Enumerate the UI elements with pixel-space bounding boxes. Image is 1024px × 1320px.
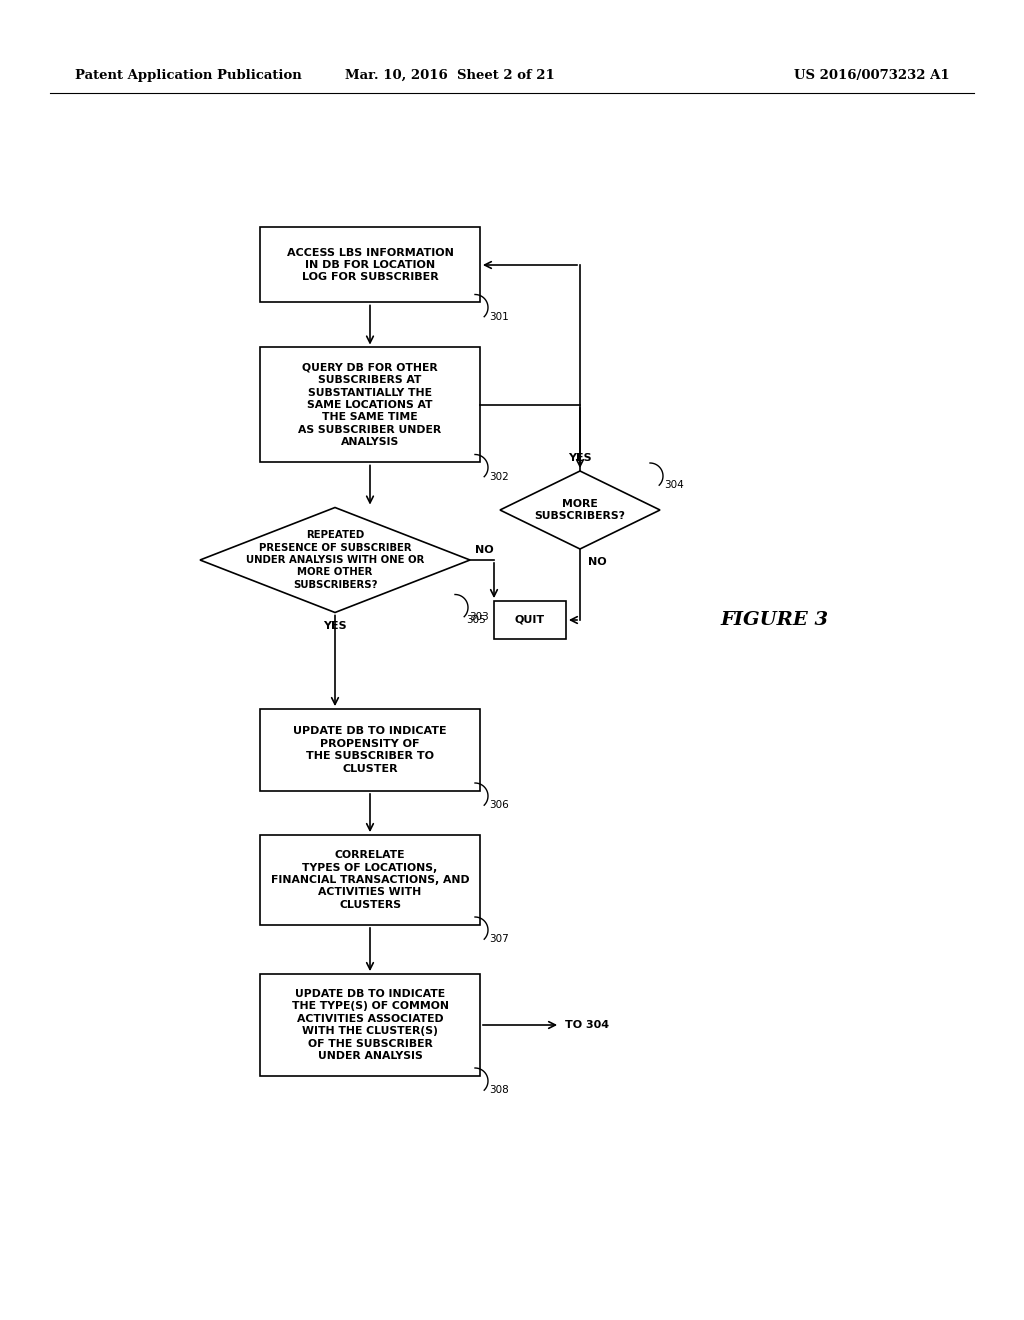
Bar <box>260 709 480 791</box>
Text: TO 304: TO 304 <box>565 1020 609 1030</box>
Text: YES: YES <box>568 453 592 463</box>
Text: ACCESS LBS INFORMATION
IN DB FOR LOCATION
LOG FOR SUBSCRIBER: ACCESS LBS INFORMATION IN DB FOR LOCATIO… <box>287 248 454 282</box>
Text: 308: 308 <box>489 1085 509 1096</box>
Text: QUIT: QUIT <box>515 615 545 624</box>
Text: YES: YES <box>324 620 347 631</box>
Text: 307: 307 <box>489 935 509 944</box>
Text: 301: 301 <box>489 312 509 322</box>
Bar <box>260 227 480 302</box>
Text: 302: 302 <box>489 471 509 482</box>
Bar <box>260 347 480 462</box>
Text: NO: NO <box>475 545 494 554</box>
Bar <box>494 601 566 639</box>
Text: CORRELATE
TYPES OF LOCATIONS,
FINANCIAL TRANSACTIONS, AND
ACTIVITIES WITH
CLUSTE: CORRELATE TYPES OF LOCATIONS, FINANCIAL … <box>270 850 469 909</box>
Text: QUERY DB FOR OTHER
SUBSCRIBERS AT
SUBSTANTIALLY THE
SAME LOCATIONS AT
THE SAME T: QUERY DB FOR OTHER SUBSCRIBERS AT SUBSTA… <box>298 363 441 447</box>
Text: UPDATE DB TO INDICATE
PROPENSITY OF
THE SUBSCRIBER TO
CLUSTER: UPDATE DB TO INDICATE PROPENSITY OF THE … <box>293 726 446 774</box>
Text: Mar. 10, 2016  Sheet 2 of 21: Mar. 10, 2016 Sheet 2 of 21 <box>345 69 555 82</box>
Text: 303: 303 <box>469 611 488 622</box>
Text: REPEATED
PRESENCE OF SUBSCRIBER
UNDER ANALYSIS WITH ONE OR
MORE OTHER
SUBSCRIBER: REPEATED PRESENCE OF SUBSCRIBER UNDER AN… <box>246 531 424 590</box>
Bar <box>260 974 480 1076</box>
Polygon shape <box>200 507 470 612</box>
Text: FIGURE 3: FIGURE 3 <box>720 611 828 630</box>
Text: UPDATE DB TO INDICATE
THE TYPE(S) OF COMMON
ACTIVITIES ASSOCIATED
WITH THE CLUST: UPDATE DB TO INDICATE THE TYPE(S) OF COM… <box>292 989 449 1061</box>
Polygon shape <box>500 471 660 549</box>
Text: Patent Application Publication: Patent Application Publication <box>75 69 302 82</box>
Text: 305: 305 <box>466 615 486 624</box>
Text: 304: 304 <box>665 480 684 490</box>
Bar <box>260 836 480 925</box>
Text: MORE
SUBSCRIBERS?: MORE SUBSCRIBERS? <box>535 499 626 521</box>
Text: 306: 306 <box>489 800 509 810</box>
Text: NO: NO <box>588 557 606 568</box>
Text: US 2016/0073232 A1: US 2016/0073232 A1 <box>795 69 950 82</box>
